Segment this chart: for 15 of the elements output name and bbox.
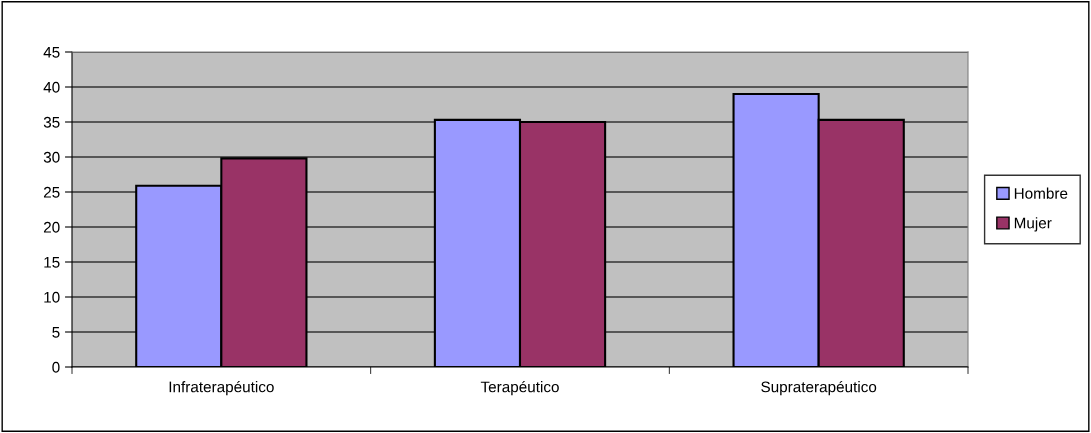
y-tick-label: 10 <box>44 291 60 303</box>
y-tick-label: 35 <box>43 116 60 128</box>
legend-label: Hombre <box>1014 187 1068 199</box>
y-tick-label: 0 <box>52 361 60 373</box>
y-tick-label: 20 <box>43 221 60 233</box>
y-tick-label: 5 <box>52 327 60 338</box>
y-tick-label: 15 <box>44 257 60 268</box>
y-tick-label: 40 <box>43 81 60 93</box>
legend-label: Mujer <box>1014 217 1052 232</box>
y-tick-label: 30 <box>43 151 60 163</box>
y-tick-label: 25 <box>43 186 60 198</box>
x-tick-label: Terapéutico <box>480 380 559 396</box>
y-tick-label: 45 <box>43 47 60 58</box>
x-tick-label: Supraterapéutico <box>761 380 877 396</box>
x-tick-label: Infraterapéutico <box>169 380 274 396</box>
